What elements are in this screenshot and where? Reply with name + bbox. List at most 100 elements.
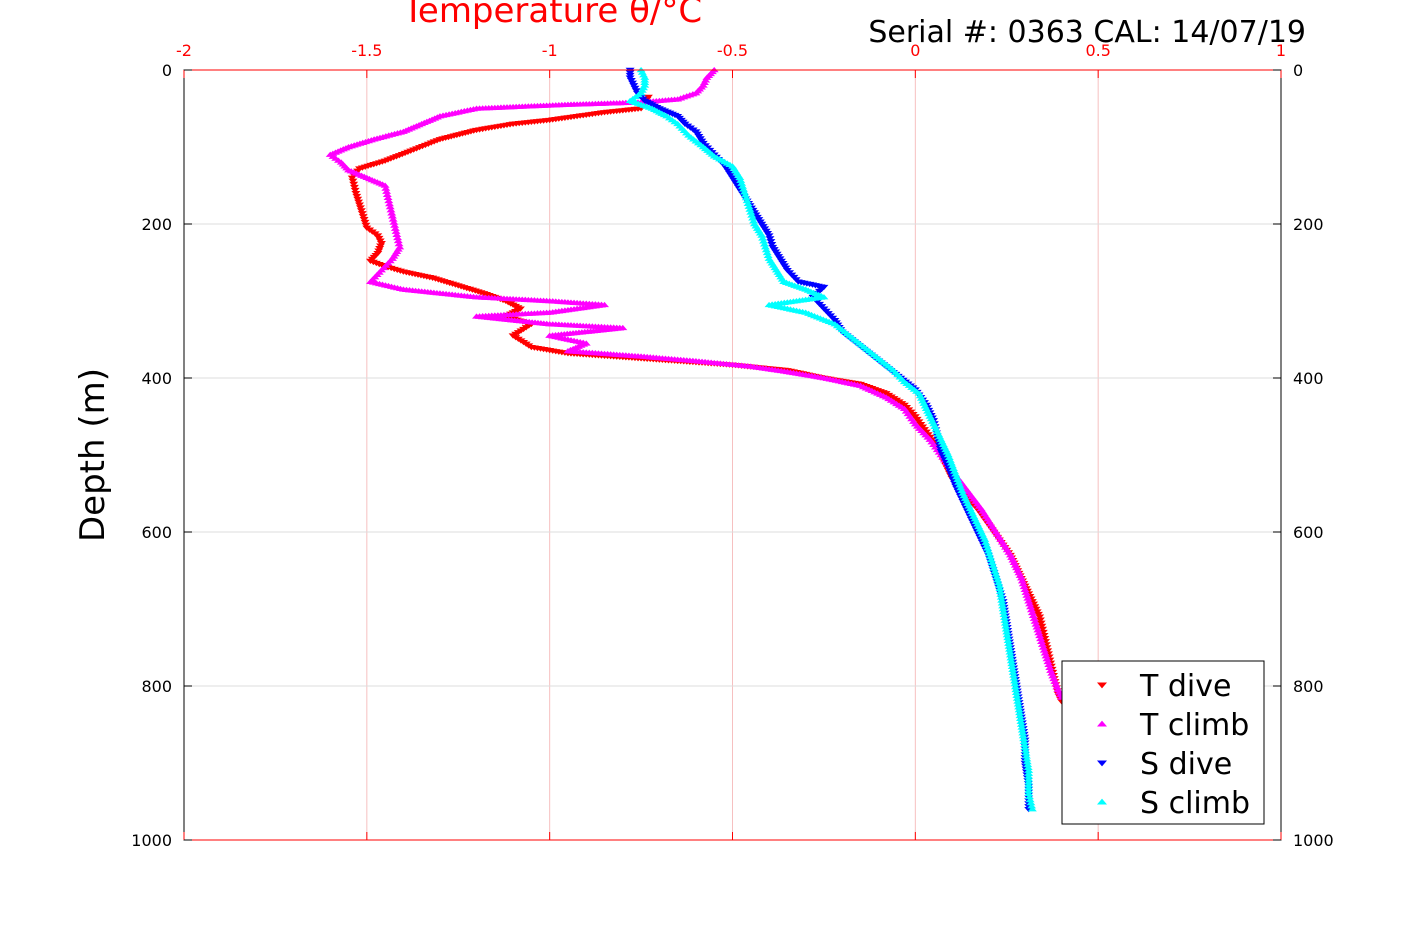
x-tick-label: 0.5 bbox=[1085, 41, 1110, 60]
data-point bbox=[1008, 666, 1018, 672]
data-point bbox=[947, 462, 957, 469]
y-tick-label-left: 800 bbox=[141, 677, 172, 696]
data-point bbox=[360, 219, 370, 226]
data-point bbox=[1023, 595, 1033, 601]
data-point bbox=[1024, 598, 1034, 604]
data-point bbox=[1005, 649, 1015, 655]
data-point bbox=[1024, 770, 1034, 776]
data-point bbox=[952, 473, 962, 480]
data-point bbox=[355, 205, 365, 211]
data-point bbox=[995, 588, 1005, 594]
data-point bbox=[1007, 660, 1017, 667]
data-point bbox=[380, 182, 390, 188]
data-point bbox=[1013, 701, 1023, 707]
x-axis-label: Temperature θ/°C bbox=[402, 0, 702, 31]
data-point bbox=[981, 539, 991, 545]
data-point bbox=[998, 603, 1008, 609]
data-point bbox=[946, 460, 956, 466]
data-point bbox=[1017, 578, 1027, 584]
data-point bbox=[1036, 620, 1046, 626]
y-tick-label-left: 400 bbox=[141, 369, 172, 388]
data-point bbox=[1017, 724, 1027, 730]
data-point bbox=[944, 454, 954, 460]
data-point bbox=[1025, 796, 1035, 803]
data-point bbox=[988, 562, 998, 568]
data-point bbox=[1039, 647, 1049, 653]
data-point bbox=[743, 200, 753, 207]
legend-box bbox=[1061, 660, 1265, 825]
data-point bbox=[1035, 614, 1045, 620]
data-point bbox=[762, 249, 772, 256]
data-point bbox=[747, 212, 757, 218]
data-point bbox=[1049, 675, 1059, 682]
data-point bbox=[384, 197, 394, 204]
data-point bbox=[1000, 617, 1010, 623]
data-point bbox=[1041, 653, 1051, 659]
data-point bbox=[987, 559, 997, 566]
data-point bbox=[1023, 761, 1033, 768]
data-point bbox=[1012, 692, 1022, 698]
x-tick-label: -2 bbox=[176, 41, 192, 60]
x-tick-label: 0 bbox=[910, 41, 920, 60]
data-point bbox=[1035, 617, 1045, 623]
data-point bbox=[1026, 604, 1036, 610]
data-point bbox=[1015, 712, 1025, 719]
data-point bbox=[1022, 592, 1032, 598]
data-point bbox=[954, 479, 964, 485]
data-point bbox=[1004, 646, 1014, 652]
data-point bbox=[1024, 784, 1034, 791]
data-point bbox=[764, 233, 774, 239]
data-point bbox=[1052, 684, 1062, 690]
data-point bbox=[1024, 787, 1034, 794]
data-point bbox=[757, 232, 767, 238]
data-point bbox=[361, 222, 371, 228]
y-tick-label-right: 400 bbox=[1293, 369, 1324, 388]
data-point bbox=[765, 236, 775, 242]
data-point bbox=[1024, 779, 1034, 785]
data-point bbox=[1022, 756, 1032, 762]
data-point bbox=[980, 536, 990, 542]
data-point bbox=[1019, 583, 1029, 590]
data-point bbox=[390, 222, 400, 228]
data-point bbox=[1043, 658, 1053, 665]
data-point bbox=[741, 194, 751, 201]
legend: T dive T climb S dive S climb bbox=[1061, 660, 1265, 825]
data-point bbox=[1000, 620, 1010, 626]
data-point bbox=[1030, 618, 1040, 624]
data-point bbox=[1008, 669, 1018, 675]
data-point bbox=[990, 568, 1000, 574]
data-point bbox=[1016, 718, 1026, 724]
data-point bbox=[1021, 753, 1031, 759]
legend-marker bbox=[1097, 682, 1107, 689]
data-point bbox=[1024, 790, 1034, 797]
data-point bbox=[1011, 689, 1021, 695]
legend-entry: S dive bbox=[1140, 747, 1232, 782]
data-point bbox=[1002, 629, 1012, 635]
data-point bbox=[1044, 661, 1054, 668]
data-point bbox=[1020, 747, 1030, 753]
data-point bbox=[1015, 709, 1025, 716]
data-point bbox=[986, 556, 996, 563]
data-point bbox=[390, 225, 400, 231]
data-point bbox=[1016, 721, 1026, 727]
data-point bbox=[745, 206, 755, 212]
data-point bbox=[995, 585, 1005, 592]
legend-entry: S climb bbox=[1140, 786, 1250, 821]
series-s-dive bbox=[625, 67, 1034, 813]
data-point bbox=[1021, 589, 1031, 595]
data-point bbox=[759, 238, 769, 244]
y-tick-label-right: 200 bbox=[1293, 215, 1324, 234]
data-point bbox=[1036, 635, 1046, 642]
data-point bbox=[1026, 800, 1036, 806]
data-point bbox=[1017, 727, 1027, 733]
series-t-climb bbox=[325, 66, 1067, 700]
data-point bbox=[1037, 623, 1047, 629]
data-point bbox=[1022, 759, 1032, 765]
x-tick-label: -0.5 bbox=[717, 41, 748, 60]
data-point bbox=[1045, 664, 1055, 670]
data-point bbox=[1034, 630, 1044, 636]
y-tick-label-right: 1000 bbox=[1293, 831, 1334, 850]
data-point bbox=[1013, 698, 1023, 704]
data-point bbox=[1006, 655, 1016, 661]
data-point bbox=[1018, 580, 1028, 587]
